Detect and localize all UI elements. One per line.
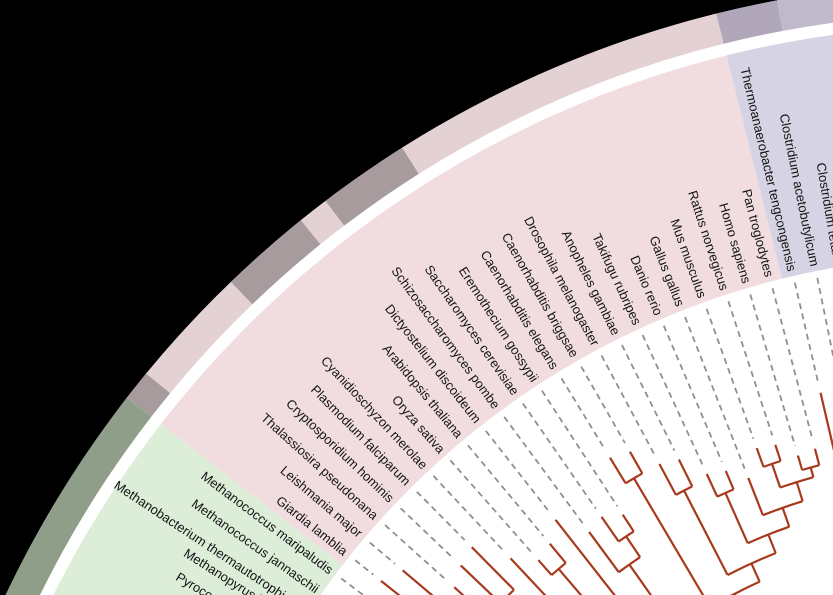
tree-branch — [795, 481, 804, 502]
tip-connector-line — [467, 444, 545, 537]
tip-connector-line — [793, 282, 820, 384]
tip-connector-line — [503, 416, 584, 525]
tree-branch — [774, 444, 782, 462]
tip-connector-line — [580, 366, 626, 444]
tip-connector-line — [749, 294, 796, 447]
sector-bacteria — [726, 34, 833, 279]
tree-branch — [730, 580, 761, 595]
tree-branch — [509, 557, 547, 595]
sector-archaea — [53, 424, 343, 595]
tree-branch — [796, 455, 804, 471]
ring-segment — [5, 397, 152, 595]
ring-segment — [325, 147, 419, 226]
ring-segment — [300, 200, 345, 245]
tree-branch — [770, 463, 782, 488]
tip-connector-line — [400, 507, 455, 560]
tip-connector-line — [560, 377, 606, 450]
tip-connector-line — [432, 475, 505, 552]
tree-branch — [767, 534, 777, 554]
tree-branch — [600, 516, 620, 543]
domain-sectors — [53, 34, 833, 595]
tree-branch — [557, 568, 583, 595]
tree-branch — [813, 448, 821, 466]
ring-segment — [716, 0, 783, 44]
tree-branch — [747, 477, 764, 516]
tip-connector-line — [384, 524, 448, 582]
tip-connector-line — [369, 541, 396, 565]
tip-connector-line — [541, 390, 619, 507]
tree-branches — [380, 392, 833, 595]
tip-connectors — [340, 277, 833, 595]
tip-connector-line — [416, 491, 466, 541]
tree-branch — [621, 514, 635, 533]
tree-branch — [632, 477, 705, 595]
tree-branch — [724, 470, 735, 490]
tree-branch — [809, 467, 815, 478]
tip-connector-line — [621, 344, 676, 452]
ring-segment — [126, 373, 171, 417]
tree-branch — [781, 507, 791, 528]
sector-eukaryota — [160, 55, 783, 566]
tree-branch — [628, 563, 653, 595]
tree-branch — [588, 531, 620, 573]
tree-branch — [658, 463, 677, 496]
ring-segment — [777, 0, 833, 31]
ring-segment — [146, 281, 253, 394]
tree-branch — [683, 490, 729, 576]
tree-branch — [548, 543, 567, 564]
ring-segment — [402, 13, 724, 174]
tree-branch — [762, 500, 803, 517]
tip-connector-line — [771, 288, 814, 440]
tree-branch — [724, 492, 749, 544]
tree-branch — [819, 392, 833, 452]
tip-connector-line — [662, 325, 723, 463]
tree-branch — [459, 564, 494, 595]
tree-branch — [507, 588, 515, 595]
tip-connector-line — [485, 430, 551, 513]
tip-connector-line — [727, 301, 774, 436]
species-labels: Pyrococcus horikoshiiMethanopyrus kandle… — [111, 66, 833, 595]
tree-branch — [677, 459, 694, 487]
tree-branch — [537, 559, 553, 576]
tip-connector-line — [705, 308, 755, 439]
tree-branch — [755, 447, 765, 468]
tree-branch — [705, 473, 719, 498]
tip-connector-line — [354, 559, 374, 576]
ring-segment — [230, 220, 321, 305]
tree-branch — [625, 535, 642, 558]
tip-connector-line — [340, 577, 365, 595]
tree-branch — [628, 451, 644, 474]
tree-branch — [470, 546, 515, 591]
tip-connector-line — [522, 402, 597, 510]
tree-branch — [609, 457, 627, 484]
tip-connector-line — [600, 355, 656, 456]
tree-branch — [750, 563, 761, 583]
tip-connector-line — [641, 334, 704, 466]
